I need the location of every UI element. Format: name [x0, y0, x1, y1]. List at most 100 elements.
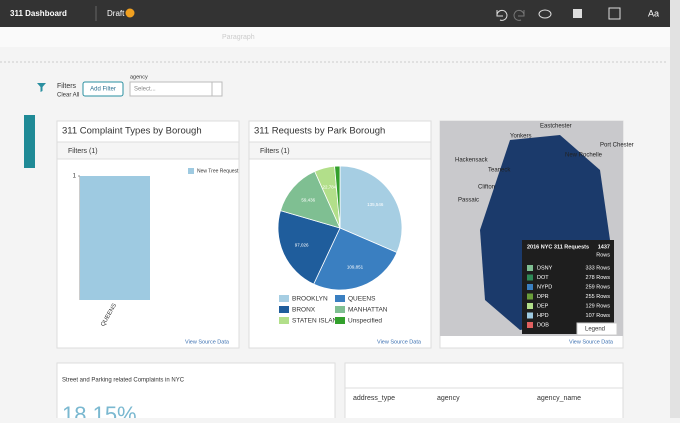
card-title: 311 Complaint Types by Borough	[62, 126, 202, 137]
tooltip-agency: DEP	[537, 303, 549, 309]
top-bar	[0, 0, 680, 27]
legend-label: BROOKLYN	[292, 296, 328, 303]
add-filter-button[interactable]	[82, 81, 124, 97]
warning-icon[interactable]	[125, 8, 135, 18]
legend-swatch	[279, 306, 289, 313]
tooltip-swatch	[527, 293, 533, 300]
font-button[interactable]: Aa	[648, 8, 659, 18]
map-place: New Rochelle	[565, 153, 603, 159]
view-source[interactable]: View Source Data	[185, 339, 230, 345]
map-place: Clifton	[478, 185, 495, 191]
tooltip-swatch	[527, 303, 533, 309]
editor-toolbar	[0, 27, 680, 47]
card-filters-bar[interactable]	[248, 141, 432, 160]
select-menu[interactable]	[211, 81, 223, 97]
map-place: Port Chester	[600, 143, 634, 149]
side-toolbar[interactable]	[24, 115, 35, 168]
legend-label: QUEENS	[348, 296, 376, 303]
card-filters[interactable]: Filters (1)	[68, 148, 98, 155]
legend-swatch	[335, 317, 345, 324]
tooltip-swatch	[527, 322, 533, 328]
column-header[interactable]: address_type	[353, 395, 395, 402]
tooltip-total: 1437	[598, 244, 610, 250]
legend-button[interactable]	[576, 322, 618, 336]
redo-icon[interactable]	[513, 9, 525, 21]
tooltip-agency: DOT	[537, 275, 549, 281]
view-source[interactable]: View Source Data	[569, 339, 614, 345]
preview-icon[interactable]	[538, 9, 552, 19]
tooltip-count: 259 Rows	[586, 284, 611, 290]
legend-swatch	[335, 306, 345, 313]
tooltip-count: 129 Rows	[586, 303, 611, 309]
pie-slice	[279, 170, 341, 229]
pie-slice	[334, 165, 341, 229]
kpi-value: 18.15%	[62, 402, 137, 418]
legend-swatch	[279, 295, 289, 302]
legend-label: STATEN ISLAND	[292, 318, 342, 325]
tooltip-swatch	[527, 284, 533, 290]
card-filters[interactable]: Filters (1)	[260, 148, 290, 155]
map-place: Teaneck	[488, 168, 511, 174]
legend-swatch	[335, 295, 345, 302]
filter-field: agency	[130, 74, 148, 80]
filter-icon	[37, 83, 46, 92]
tooltip-swatch	[527, 274, 533, 281]
map-place: Passaic	[458, 198, 479, 204]
tooltip-title: 2016 NYC 311 Requests	[527, 244, 589, 250]
table-card	[344, 362, 624, 423]
map-place: Hackensack	[455, 158, 489, 164]
kpi-card	[56, 362, 336, 423]
tooltip-count: 278 Rows	[586, 275, 611, 281]
legend-label: BRONX	[292, 307, 316, 314]
add-filter-text[interactable]: Add Filter	[90, 87, 116, 93]
legend-label: Unspecified	[348, 318, 382, 325]
card-title: 311 Requests by Park Borough	[254, 126, 385, 137]
view-source[interactable]: View Source Data	[377, 339, 422, 345]
filters-label: Filters	[57, 83, 77, 90]
tooltip-count: 333 Rows	[586, 265, 611, 271]
tooltip-agency: HPD	[537, 313, 549, 319]
scrollbar[interactable]	[670, 0, 680, 418]
tooltip-count: 107 Rows	[586, 313, 611, 319]
layout-icon[interactable]	[608, 7, 621, 20]
tooltip-count: 255 Rows	[586, 294, 611, 300]
pie-slice	[277, 210, 341, 285]
app-title: 311 Dashboard	[10, 9, 67, 18]
legend-label: New Tree Request	[197, 168, 239, 174]
slice-label: 109,851	[347, 265, 364, 270]
legend-swatch	[188, 168, 194, 174]
map-tooltip	[522, 240, 614, 334]
tooltip-agency: DPR	[537, 294, 549, 300]
bar	[80, 176, 150, 300]
paragraph-style[interactable]: Paragraph	[222, 34, 255, 41]
plugin-icon[interactable]	[573, 9, 582, 18]
clear-all[interactable]: Clear All	[57, 93, 79, 99]
tooltip-swatch	[527, 265, 533, 271]
y-tick-label: 1	[73, 174, 77, 180]
slice-label: 97,026	[295, 243, 309, 248]
map-place: Eastchester	[540, 124, 572, 130]
legend-button-text[interactable]: Legend	[585, 327, 605, 333]
slice-label: 22,784	[323, 184, 337, 189]
legend-label: MANHATTAN	[348, 307, 388, 314]
kpi-title: Street and Parking related Complaints in…	[62, 378, 185, 384]
map-place: Yonkers	[510, 134, 531, 140]
status[interactable]: Draft	[107, 9, 125, 18]
slice-label: 59,436	[301, 197, 315, 202]
tooltip-agency: NYPD	[537, 284, 552, 290]
undo-icon[interactable]	[496, 9, 508, 21]
tooltip-swatch	[527, 312, 533, 319]
slice-label: 135,546	[367, 202, 384, 207]
tooltip-agency: DOB	[537, 322, 549, 328]
column-header[interactable]: agency	[437, 395, 460, 402]
legend-swatch	[279, 317, 289, 324]
pie-slice	[313, 227, 398, 291]
column-header[interactable]: agency_name	[537, 395, 581, 402]
tooltip-total-unit: Rows	[596, 252, 610, 258]
select-placeholder[interactable]: Select...	[134, 87, 156, 93]
tooltip-agency: DSNY	[537, 265, 553, 271]
card-filters-bar[interactable]	[56, 141, 240, 160]
pie-slice	[339, 165, 403, 254]
